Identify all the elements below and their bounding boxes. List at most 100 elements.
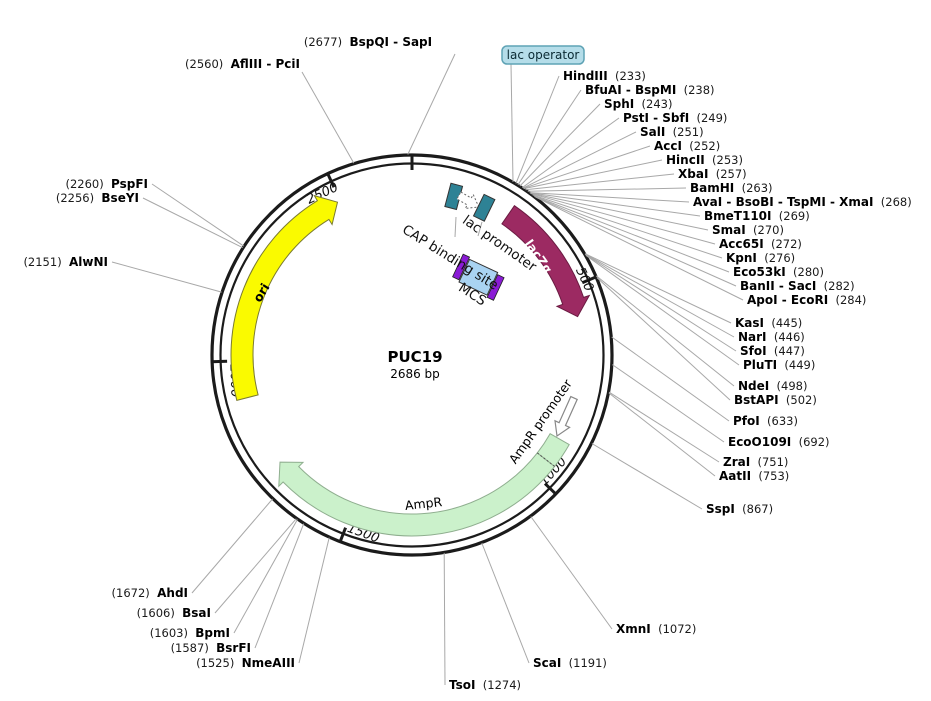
site-leader-line <box>443 552 446 686</box>
site-leader-line <box>591 443 703 510</box>
site-leader-line <box>529 192 690 203</box>
position-tick <box>211 359 228 364</box>
site-leader-line <box>191 498 273 594</box>
enzyme-site-label[interactable]: (1525) NmeAIII <box>196 656 295 670</box>
feature-lacz-alpha[interactable] <box>501 205 591 318</box>
enzyme-site-label[interactable]: SalI (251) <box>640 125 704 139</box>
site-leader-line <box>298 537 330 664</box>
site-leader-line <box>612 364 725 443</box>
enzyme-site-label[interactable]: (1606) BsaI <box>137 606 211 620</box>
feature-ampr[interactable] <box>278 452 556 537</box>
enzyme-site-label[interactable]: XmnI (1072) <box>616 622 696 636</box>
enzyme-site-label[interactable]: NarI (446) <box>738 330 805 344</box>
site-leader-line <box>535 196 744 301</box>
ampr-promoter-arrow <box>554 395 578 438</box>
lac-promoter-marker[interactable] <box>472 193 496 222</box>
enzyme-site-label[interactable]: KpnI (276) <box>726 251 795 265</box>
site-leader-line <box>522 131 637 189</box>
site-leader-line <box>585 254 737 352</box>
site-leader-line <box>527 187 687 192</box>
position-tick <box>338 527 347 544</box>
enzyme-site-label[interactable]: PfoI (633) <box>733 414 798 428</box>
enzyme-site-label[interactable]: (2560) AflIII - PciI <box>185 57 300 71</box>
site-leader-line <box>523 145 651 189</box>
site-leader-line <box>142 197 243 249</box>
site-leader-line <box>608 392 716 477</box>
enzyme-site-label[interactable]: BfuAI - BspMI (238) <box>585 83 715 97</box>
enzyme-site-label[interactable]: Acc65I (272) <box>719 237 802 251</box>
site-leader-line <box>519 103 601 187</box>
site-leader-line <box>517 89 582 186</box>
enzyme-site-label[interactable]: BamHI (263) <box>690 181 773 195</box>
site-leader-line <box>532 194 723 259</box>
site-leader-line <box>529 192 701 217</box>
enzyme-site-label[interactable]: AvaI - BsoBI - TspMI - XmaI (268) <box>693 195 912 209</box>
enzyme-site-label[interactable]: TsoI (1274) <box>449 678 521 692</box>
site-leader-line <box>585 254 740 366</box>
site-leader-line <box>523 159 663 190</box>
enzyme-site-label[interactable]: BstAPI (502) <box>734 393 817 407</box>
lac-operator-box[interactable] <box>501 45 585 65</box>
site-leader-line <box>214 518 297 614</box>
position-tick <box>325 172 336 188</box>
site-leader-line <box>596 277 731 401</box>
enzyme-site-label[interactable]: HindIII (233) <box>563 69 646 83</box>
mcs-box <box>458 258 499 296</box>
enzyme-site-label[interactable]: EcoO109I (692) <box>728 435 830 449</box>
enzyme-site-label[interactable]: SmaI (270) <box>712 223 784 237</box>
site-leader-line <box>301 71 355 164</box>
enzyme-site-label[interactable]: (1603) BpmI <box>150 626 230 640</box>
site-leader-line <box>530 192 709 231</box>
position-tick <box>581 275 598 285</box>
site-leader-line <box>584 253 735 338</box>
enzyme-site-label[interactable]: AccI (252) <box>654 139 720 153</box>
enzyme-site-label[interactable]: BmeT110I (269) <box>704 209 810 223</box>
site-leader-line <box>530 193 716 245</box>
enzyme-site-label[interactable]: HincII (253) <box>666 153 743 167</box>
enzyme-site-label[interactable]: Eco53kI (280) <box>733 265 824 279</box>
site-leader-line <box>608 391 720 463</box>
enzyme-site-label[interactable]: (2151) AlwNI <box>23 255 108 269</box>
enzyme-site-label[interactable]: ApoI - EcoRI (284) <box>747 293 866 307</box>
enzyme-site-label[interactable]: (2260) PspFI <box>65 177 148 191</box>
site-leader-line <box>515 75 560 184</box>
site-leader-line <box>254 523 305 649</box>
enzyme-site-label[interactable]: BanII - SacI (282) <box>740 279 855 293</box>
lac-promoter-arrow[interactable] <box>455 189 483 214</box>
enzyme-site-label[interactable]: KasI (445) <box>735 316 802 330</box>
site-leader-line <box>595 275 735 387</box>
position-tick <box>543 482 558 496</box>
enzyme-site-label[interactable]: SspI (867) <box>706 502 773 516</box>
mcs-bar-right <box>486 274 505 301</box>
enzyme-site-label[interactable]: (1672) AhdI <box>112 586 188 600</box>
enzyme-site-label[interactable]: XbaI (257) <box>678 167 747 181</box>
enzyme-site-label[interactable]: SfoI (447) <box>740 344 805 358</box>
feature-label-ampr[interactable]: AmpR <box>404 494 443 513</box>
inner-leader-line <box>477 221 483 237</box>
enzyme-site-label[interactable]: PluTI (449) <box>743 358 815 372</box>
site-leader-line <box>151 183 244 247</box>
plasmid-size: 2686 bp <box>390 367 440 381</box>
enzyme-site-label[interactable]: SphI (243) <box>604 97 672 111</box>
enzyme-site-label[interactable]: (2256) BseYI <box>56 191 139 205</box>
enzyme-site-label[interactable]: (1587) BsrFI <box>171 641 251 655</box>
enzyme-site-label[interactable]: ZraI (751) <box>723 455 788 469</box>
feature-ori[interactable] <box>230 194 339 402</box>
site-leader-line <box>407 53 456 155</box>
lac-operator-label[interactable]: lac operator <box>507 48 580 62</box>
site-leader-line <box>534 196 737 287</box>
mcs-bar-left <box>452 253 471 281</box>
lac-operator-leader-line <box>510 63 514 183</box>
site-leader-line <box>233 519 298 634</box>
site-leader-line <box>611 336 730 422</box>
site-leader-line <box>584 253 732 324</box>
mcs-marker[interactable] <box>451 253 506 301</box>
enzyme-site-label[interactable]: PstI - SbfI (249) <box>623 111 727 125</box>
enzyme-site-label[interactable]: (2677) BspQI - SapI <box>304 35 432 49</box>
site-leader-line <box>522 117 620 189</box>
enzyme-site-label[interactable]: ScaI (1191) <box>533 656 607 670</box>
enzyme-site-label[interactable]: NdeI (498) <box>738 379 807 393</box>
enzyme-site-label[interactable]: AatII (753) <box>719 469 789 483</box>
inner-leader-line <box>454 216 457 238</box>
